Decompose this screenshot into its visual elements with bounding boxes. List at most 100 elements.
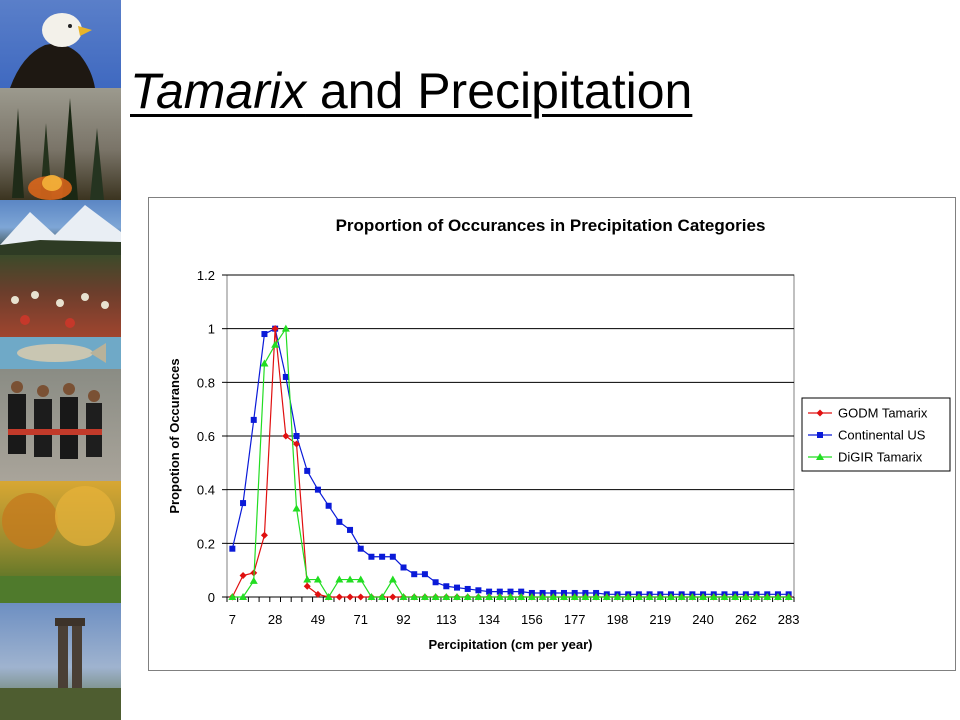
data-point-digir-tamarix	[495, 593, 504, 600]
data-point-godm-tamarix	[293, 440, 301, 448]
mountains-photo	[0, 200, 121, 255]
data-point-digir-tamarix	[228, 593, 237, 600]
data-point-digir-tamarix	[527, 593, 536, 600]
data-point-continental-us	[432, 579, 439, 586]
data-point-digir-tamarix	[784, 593, 793, 600]
data-point-continental-us	[475, 587, 482, 594]
data-point-continental-us	[528, 589, 535, 596]
data-point-digir-tamarix	[581, 593, 590, 600]
data-point-continental-us	[464, 585, 471, 592]
x-tick-label: 71	[353, 612, 367, 627]
x-tick-label: 283	[778, 612, 800, 627]
x-tick-label: 156	[521, 612, 543, 627]
data-point-continental-us	[325, 502, 332, 509]
legend-marker-continental-us	[817, 432, 823, 438]
x-tick-label: 262	[735, 612, 757, 627]
data-point-digir-tamarix	[720, 593, 729, 600]
data-point-continental-us	[560, 589, 567, 596]
data-point-continental-us	[454, 584, 461, 591]
y-tick-label: 0.4	[197, 483, 215, 498]
forest-fire-photo	[0, 88, 121, 200]
data-point-digir-tamarix	[656, 593, 665, 600]
x-tick-label: 28	[268, 612, 282, 627]
data-point-continental-us	[293, 433, 300, 439]
data-point-digir-tamarix	[324, 593, 333, 600]
data-point-digir-tamarix	[388, 575, 397, 583]
y-tick-label: 0	[208, 590, 215, 605]
data-point-digir-tamarix	[367, 593, 376, 600]
data-point-digir-tamarix	[260, 359, 269, 367]
y-tick-label: 1	[208, 322, 215, 337]
data-point-digir-tamarix	[741, 593, 750, 600]
x-tick-label: 240	[692, 612, 714, 627]
data-point-continental-us	[571, 589, 578, 596]
data-point-godm-tamarix	[260, 531, 268, 539]
data-point-continental-us	[379, 553, 386, 560]
data-point-continental-us	[507, 588, 514, 595]
autumn-trees-photo	[0, 481, 121, 603]
data-point-digir-tamarix	[773, 593, 782, 600]
data-point-continental-us	[336, 518, 343, 525]
data-point-digir-tamarix	[313, 575, 322, 583]
data-point-digir-tamarix	[592, 593, 601, 600]
x-tick-label: 92	[396, 612, 410, 627]
mine-headframe-photo	[0, 603, 121, 720]
title-italic-word: Tamarix	[130, 63, 306, 119]
data-point-digir-tamarix	[538, 593, 547, 600]
data-point-continental-us	[229, 545, 236, 552]
data-point-continental-us	[582, 589, 589, 596]
data-point-digir-tamarix	[645, 593, 654, 600]
chart-svg: 0 0.2 0.4 0.6 0.8 1 1.2 7 28 49 71 92 113 134 156 177 19…	[167, 216, 951, 652]
data-point-godm-tamarix	[282, 432, 290, 440]
data-point-continental-us	[314, 486, 321, 493]
legend-label: Continental US	[838, 428, 926, 443]
data-point-godm-tamarix	[239, 572, 247, 580]
data-point-digir-tamarix	[474, 593, 483, 600]
data-point-godm-tamarix	[357, 593, 365, 601]
data-point-continental-us	[400, 564, 407, 571]
page-title: Tamarix and Precipitation	[130, 62, 692, 120]
y-axis-label: Propotion of Occurances	[167, 358, 182, 513]
data-point-digir-tamarix	[335, 575, 344, 583]
data-point-digir-tamarix	[677, 593, 686, 600]
data-point-continental-us	[261, 331, 268, 338]
data-point-godm-tamarix	[303, 582, 311, 590]
data-point-digir-tamarix	[613, 593, 622, 600]
data-point-continental-us	[550, 589, 557, 596]
data-point-digir-tamarix	[506, 593, 515, 600]
data-point-continental-us	[347, 526, 354, 533]
data-point-digir-tamarix	[549, 593, 558, 600]
data-point-continental-us	[357, 545, 364, 552]
data-point-continental-us	[539, 589, 546, 596]
data-point-digir-tamarix	[249, 576, 258, 584]
data-point-godm-tamarix	[346, 593, 354, 601]
data-point-digir-tamarix	[688, 593, 697, 600]
x-axis-label: Percipitation (cm per year)	[429, 637, 593, 652]
data-point-digir-tamarix	[699, 593, 708, 600]
data-point-continental-us	[411, 571, 418, 578]
data-point-digir-tamarix	[378, 593, 387, 600]
legend-box	[801, 397, 951, 472]
data-point-digir-tamarix	[453, 593, 462, 600]
data-point-godm-tamarix	[335, 593, 343, 601]
x-tick-label: 7	[229, 612, 236, 627]
data-point-digir-tamarix	[485, 593, 494, 600]
data-point-digir-tamarix	[431, 593, 440, 600]
x-tick-label: 113	[436, 612, 457, 627]
x-tick-label: 49	[311, 612, 325, 627]
data-point-godm-tamarix	[389, 593, 397, 601]
data-point-digir-tamarix	[239, 593, 248, 600]
legend-label: GODM Tamarix	[838, 406, 928, 421]
x-tick-label: 198	[607, 612, 629, 627]
legend-label: DiGIR Tamarix	[838, 450, 923, 465]
data-point-digir-tamarix	[709, 593, 718, 600]
y-tick-label: 0.6	[197, 429, 215, 444]
data-point-godm-tamarix	[271, 325, 279, 333]
data-point-digir-tamarix	[731, 593, 740, 600]
eagle-photo	[0, 0, 121, 88]
data-point-digir-tamarix	[410, 593, 419, 600]
data-point-continental-us	[389, 553, 396, 560]
data-point-digir-tamarix	[570, 593, 579, 600]
legend-marker-godm-tamarix	[816, 409, 824, 417]
data-point-digir-tamarix	[420, 593, 429, 600]
